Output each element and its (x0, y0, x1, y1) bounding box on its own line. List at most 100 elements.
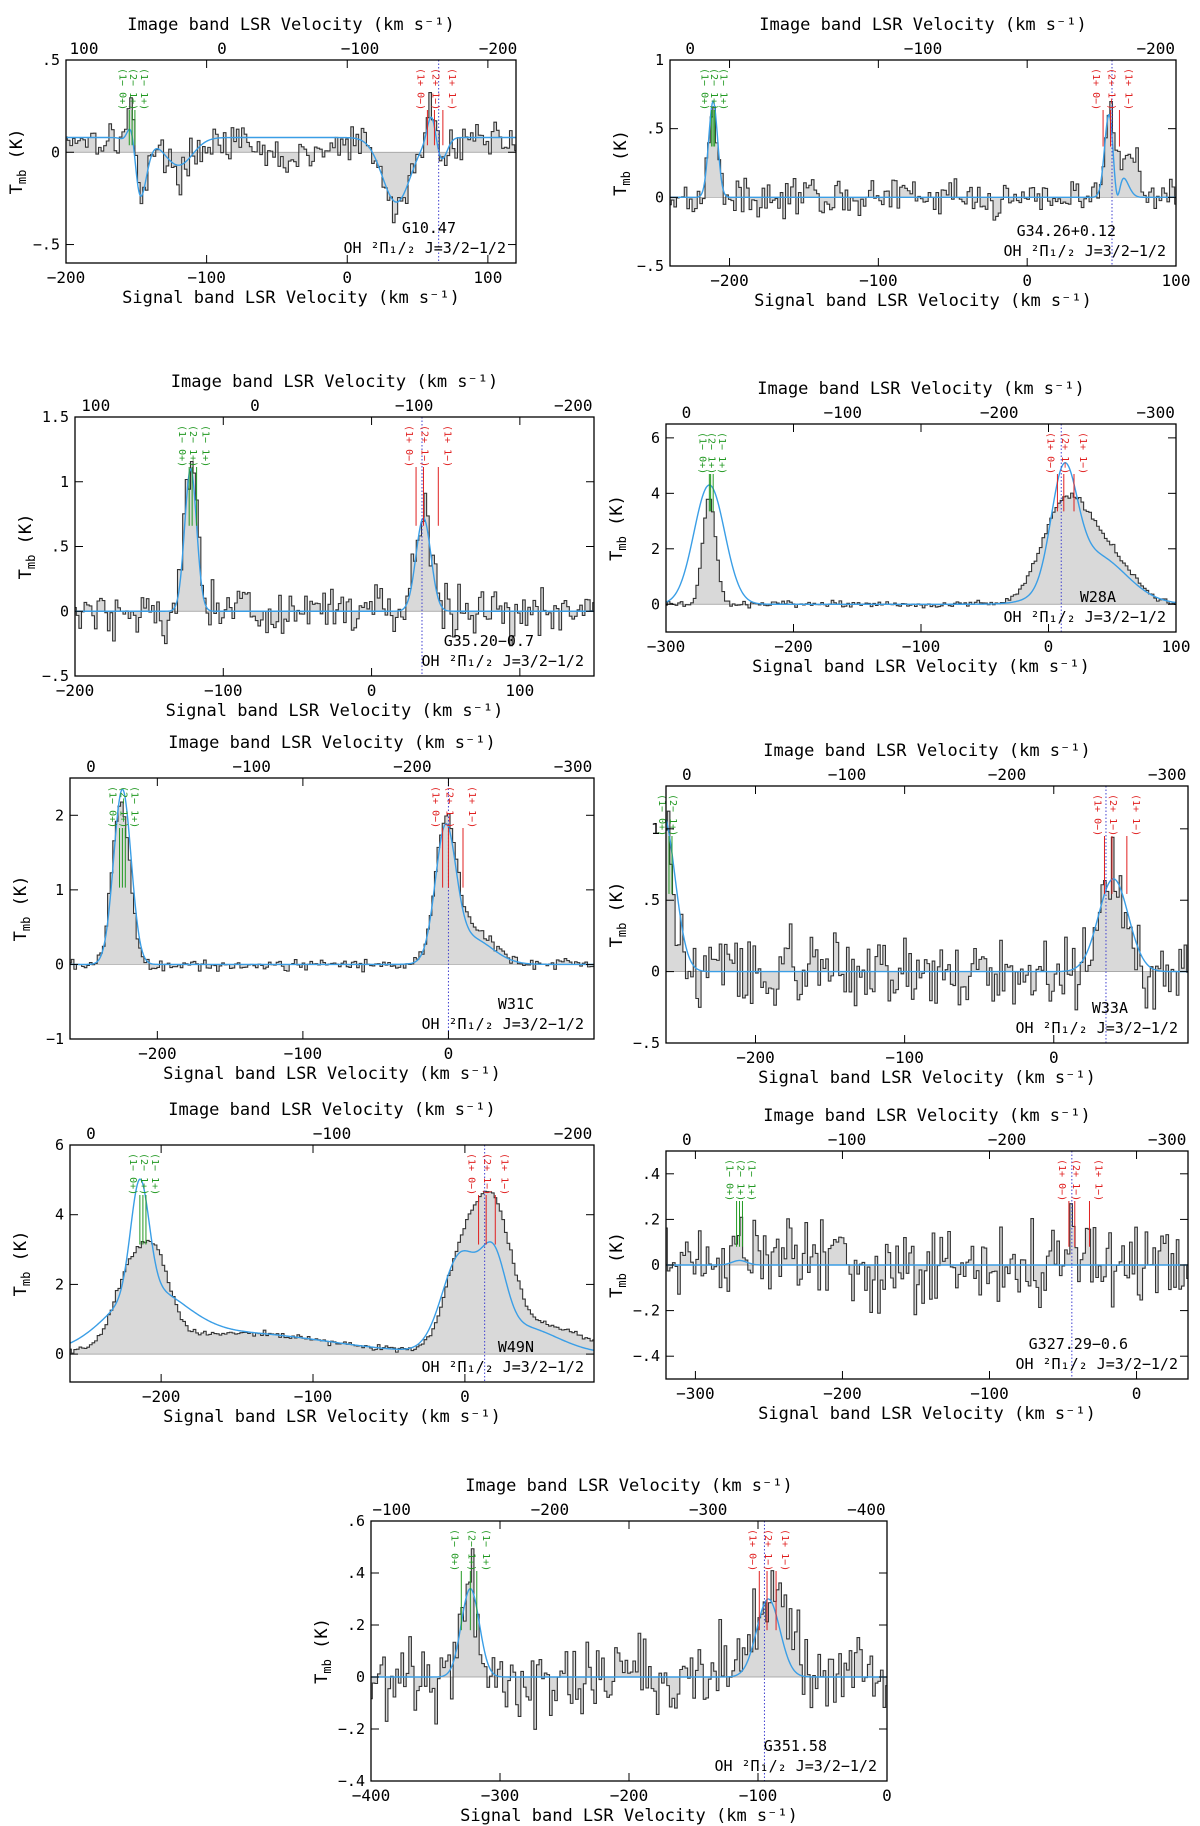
transition-label: OH ²Π₁/₂ J=3/2−1/2 (421, 1015, 584, 1033)
y-axis-label: Tmb (K) (611, 130, 633, 196)
green-line-label: (1− 0+) (696, 432, 707, 474)
top-tick-label: −200 (554, 396, 593, 415)
y-tick-label: .5 (642, 891, 660, 909)
x-tick-label: 0 (342, 268, 352, 287)
plot-frame (669, 59, 1177, 267)
x-tick-label: 0 (367, 681, 377, 700)
green-line-label: (1− 1+) (149, 1153, 160, 1195)
y-tick-label: −.5 (33, 236, 60, 254)
model-curve (70, 788, 594, 966)
model-curve (670, 99, 1176, 199)
model-curve (666, 819, 1188, 973)
y-tick-label: −1 (46, 1030, 64, 1048)
green-line-label: (1− 0+) (106, 786, 117, 828)
red-line-label: (1+ 1−) (1122, 68, 1133, 110)
green-line-label: (2− 1+) (187, 425, 198, 467)
top-tick-label: 0 (86, 757, 96, 776)
top-tick-label: 0 (86, 1124, 96, 1143)
x-top-axis-label: Image band LSR Velocity (km s⁻¹) (127, 15, 455, 35)
plot-area (70, 778, 594, 1039)
panel-4: (1− 0+)(2− 1+) (1− 1+) (1+ 0−) (2+ 1−) (1+ 1… (607, 379, 1190, 677)
y-axis-label: Tmb (K) (312, 1618, 334, 1684)
y-tick-label: .6 (347, 1512, 365, 1530)
x-tick-label: −200 (142, 1387, 181, 1406)
y-tick-label: 2 (55, 1275, 64, 1293)
red-line-label: (2+ 1−) (1106, 68, 1117, 110)
y-tick-label: 0 (51, 143, 60, 161)
spectrum-line (70, 1190, 594, 1354)
green-line-label: (1− 1+) (718, 68, 729, 110)
red-line-label: (1+ 0−) (1056, 1159, 1067, 1201)
green-line-label: (1− 0+) (699, 68, 710, 110)
source-name: W28A (1080, 588, 1116, 606)
top-tick-label: −400 (847, 1500, 886, 1519)
x-tick-label: 0 (1044, 637, 1054, 656)
top-tick-label: −200 (988, 1130, 1027, 1149)
red-line-label: (1+ 0−) (466, 1153, 477, 1195)
red-line-label: (1+ 1−) (1077, 432, 1088, 474)
red-line-label: (2+ 1−) (429, 68, 440, 110)
x-tick-label: −200 (823, 1384, 862, 1403)
x-tick-label: −200 (610, 1786, 649, 1805)
y-axis-label: Tmb (K) (11, 876, 33, 942)
x-axis-label: Signal band LSR Velocity (km s⁻¹) (758, 1404, 1096, 1424)
plot-frame (69, 777, 595, 1040)
x-top-axis-label: Image band LSR Velocity (km s⁻¹) (763, 741, 1091, 761)
spectrum-fill (70, 802, 594, 972)
y-axis-label: Tmb (K) (11, 1231, 33, 1297)
x-tick-label: −400 (352, 1786, 391, 1805)
y-tick-label: .5 (51, 538, 69, 556)
panel-3: (1− 0+) (2− 1+) (1− 1+) (1+ 0−) (2+ 1−) (1+ 1… (16, 372, 595, 721)
spectrum-line (75, 460, 594, 647)
green-line-label: (1− 0+) (656, 794, 667, 836)
top-tick-label: −200 (988, 765, 1027, 784)
panel-9: (1− 0+) (2− 1+) (1− 1+) (1+ 0−) (2+ 1−) (1+ 1… (312, 1476, 892, 1826)
plot-frame (665, 785, 1189, 1044)
spectrum-fill (75, 461, 594, 646)
x-tick-label: −300 (647, 637, 686, 656)
y-tick-label: .5 (42, 51, 60, 69)
green-line-label: (1− 1+) (138, 68, 149, 110)
x-tick-label: 0 (1132, 1384, 1142, 1403)
y-tick-label: 0 (655, 188, 664, 206)
x-top-axis-label: Image band LSR Velocity (km s⁻¹) (168, 1100, 496, 1120)
x-axis-label: Signal band LSR Velocity (km s⁻¹) (758, 1068, 1096, 1088)
top-tick-label: −300 (689, 1500, 728, 1519)
source-name: W33A (1092, 999, 1128, 1017)
transition-label: OH ²Π₁/₂ J=3/2−1/2 (421, 1358, 584, 1376)
transition-label: OH ²Π₁/₂ J=3/2−1/2 (714, 1757, 877, 1775)
model-curve (666, 1259, 1188, 1266)
y-tick-label: 0 (55, 955, 64, 973)
spectrum-line (670, 101, 1176, 221)
green-line-label: (1− 0+) (116, 68, 127, 110)
y-tick-label: 0 (55, 1345, 64, 1363)
top-tick-label: 0 (217, 39, 227, 58)
panel-5: (1− 0+) (2− 1+) (1− 1+) (1+ 0−) (2+ 1−) (1+ 1… (11, 733, 595, 1084)
y-tick-label: −.2 (633, 1302, 660, 1320)
source-name: W31C (498, 995, 534, 1013)
plot-frame (69, 1144, 595, 1383)
x-top-axis-label: Image band LSR Velocity (km s⁻¹) (168, 733, 496, 753)
green-line-label: (2− 1+) (667, 794, 678, 836)
source-name: W49N (498, 1338, 534, 1356)
green-line-label: (1− 0+) (724, 1159, 735, 1201)
y-tick-label: 1 (60, 473, 69, 491)
model-curve (371, 1588, 887, 1678)
y-tick-label: .5 (646, 120, 664, 138)
x-tick-label: −100 (902, 637, 941, 656)
top-tick-label: 100 (81, 396, 110, 415)
red-line-label: (1+ 1−) (779, 1529, 790, 1571)
red-line-label: (2+ 1−) (481, 1153, 492, 1195)
panel-7: (1− 0+) (2− 1+) (1− 1+) (1+ 0−) (2+ 1−) (1+ 1… (11, 1100, 595, 1427)
y-tick-label: −.5 (637, 257, 664, 275)
top-tick-label: −200 (479, 39, 518, 58)
source-name: G351.58 (764, 1737, 827, 1755)
model-curve (66, 116, 516, 203)
spectrum-fill (666, 493, 1176, 608)
y-tick-label: .4 (347, 1564, 365, 1582)
x-tick-label: 0 (444, 1044, 454, 1063)
green-line-label: (2− 1+) (735, 1159, 746, 1201)
red-line-label: (1+ 0−) (430, 786, 441, 828)
y-axis-label: Tmb (K) (607, 882, 629, 948)
